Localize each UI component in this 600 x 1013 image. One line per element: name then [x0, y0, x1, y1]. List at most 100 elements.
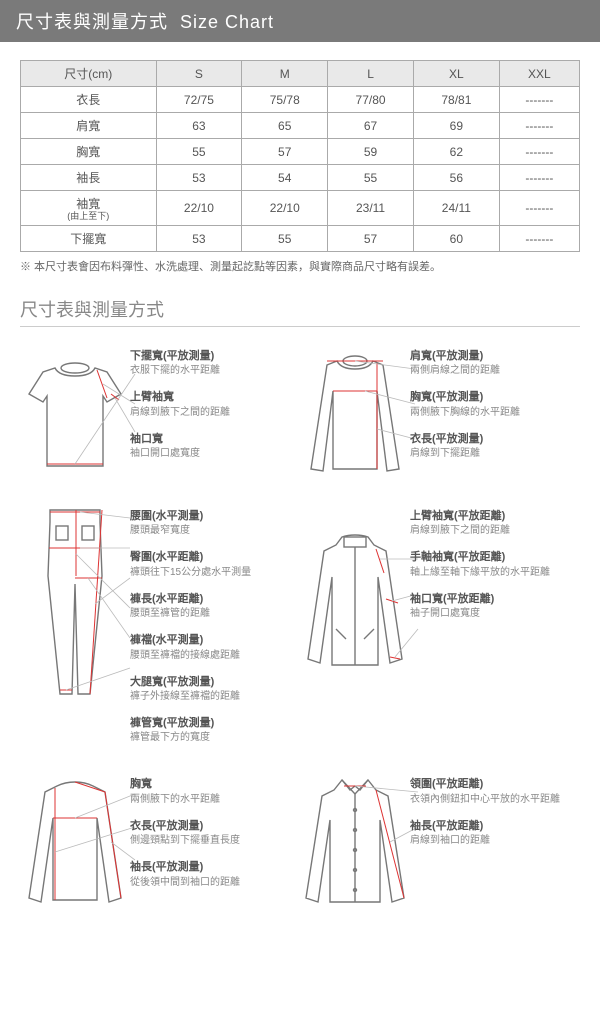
tshirt-diagram [20, 339, 130, 489]
table-cell: 77/80 [328, 87, 414, 113]
measure-label-title: 大腿寬(平放測量) [130, 675, 300, 690]
header-title-cn: 尺寸表與測量方式 [16, 12, 168, 32]
table-row: 衣長72/7575/7877/8078/81------- [21, 87, 580, 113]
measure-label-desc: 從後領中間到袖口的距離 [130, 876, 300, 890]
diagram-cell: 下擺寬(平放測量)衣服下擺的水平距離上臂袖寬肩線到腋下之間的距離袖口寬袖口開口處… [20, 339, 300, 489]
measure-label-title: 下擺寬(平放測量) [130, 349, 300, 364]
table-header: S [156, 61, 242, 87]
diagram-row: 腰圍(水平測量)腰頭最窄寬度臀圍(水平距離)褲頭往下15公分處水平測量褲長(水平… [20, 499, 580, 757]
measure-label-desc: 袖子開口處寬度 [410, 607, 580, 621]
measure-label-title: 衣長(平放測量) [130, 819, 300, 834]
measure-label-title: 上臂袖寬(平放距離) [410, 509, 580, 524]
table-cell: ------- [499, 139, 579, 165]
measure-label-desc: 肩線到下擺距離 [410, 447, 580, 461]
table-cell: 57 [328, 226, 414, 252]
measure-label-title: 袖長(平放距離) [410, 819, 580, 834]
measure-label: 衣長(平放測量)側邊頸點到下擺垂直長度 [130, 819, 300, 848]
measure-label: 袖長(平放測量)從後領中間到袖口的距離 [130, 860, 300, 889]
table-row: 肩寬63656769------- [21, 113, 580, 139]
diagram-cell: 胸寬兩側腋下的水平距離衣長(平放測量)側邊頸點到下擺垂直長度袖長(平放測量)從後… [20, 767, 300, 917]
measure-label: 袖口寬(平放距離)袖子開口處寬度 [410, 592, 580, 621]
table-cell: 78/81 [413, 87, 499, 113]
table-cell: 22/10 [242, 191, 328, 226]
measure-label-desc: 褲頭往下15公分處水平測量 [130, 566, 300, 580]
measure-label: 腰圍(水平測量)腰頭最窄寬度 [130, 509, 300, 538]
measure-label-desc: 側邊頸點到下擺垂直長度 [130, 834, 300, 848]
table-cell: 55 [328, 165, 414, 191]
diagram-cell: 腰圍(水平測量)腰頭最窄寬度臀圍(水平距離)褲頭往下15公分處水平測量褲長(水平… [20, 499, 300, 757]
measure-label-title: 肩寬(平放測量) [410, 349, 580, 364]
measure-label-title: 上臂袖寬 [130, 390, 300, 405]
measure-label: 臀圍(水平距離)褲頭往下15公分處水平測量 [130, 550, 300, 579]
diagram-row: 胸寬兩側腋下的水平距離衣長(平放測量)側邊頸點到下擺垂直長度袖長(平放測量)從後… [20, 767, 580, 917]
measure-label-title: 腰圍(水平測量) [130, 509, 300, 524]
diagram-cell: 領圍(平放距離)衣領內側鈕扣中心平放的水平距離袖長(平放距離)肩線到袖口的距離 [300, 767, 580, 917]
measure-label-desc: 腰頭至褲襠的接線處距離 [130, 649, 300, 663]
measure-label: 上臂袖寬(平放距離)肩線到腋下之間的距離 [410, 509, 580, 538]
row-label: 肩寬 [21, 113, 157, 139]
diagram-cell: 肩寬(平放測量)兩側肩線之間的距離胸寬(平放測量)兩側腋下胸線的水平距離衣長(平… [300, 339, 580, 489]
table-cell: 24/11 [413, 191, 499, 226]
table-cell: 23/11 [328, 191, 414, 226]
table-note: ※ 本尺寸表會因布料彈性、水洗處理、測量起訖點等因素，與實際商品尺寸略有誤差。 [20, 258, 580, 274]
measure-label-title: 衣長(平放測量) [410, 432, 580, 447]
measure-label-title: 褲襠(水平測量) [130, 633, 300, 648]
measure-label: 上臂袖寬肩線到腋下之間的距離 [130, 390, 300, 419]
measure-label-desc: 褲子外接線至褲襠的距離 [130, 690, 300, 704]
table-header: 尺寸(cm) [21, 61, 157, 87]
measure-label: 胸寬兩側腋下的水平距離 [130, 777, 300, 806]
back-diagram [20, 767, 130, 917]
table-cell: ------- [499, 226, 579, 252]
page-header: 尺寸表與測量方式 Size Chart [0, 0, 600, 42]
measure-label: 下擺寬(平放測量)衣服下擺的水平距離 [130, 349, 300, 378]
measure-label-desc: 袖口開口處寬度 [130, 447, 300, 461]
measure-label-desc: 兩側腋下的水平距離 [130, 793, 300, 807]
table-cell: 63 [156, 113, 242, 139]
table-header: XXL [499, 61, 579, 87]
table-cell: 65 [242, 113, 328, 139]
measure-label-title: 褲管寬(平放測量) [130, 716, 300, 731]
measure-label-desc: 褲管最下方的寬度 [130, 731, 300, 745]
measure-label: 褲長(水平距離)腰頭至褲管的距離 [130, 592, 300, 621]
table-cell: 54 [242, 165, 328, 191]
table-cell: 53 [156, 165, 242, 191]
table-cell: 55 [242, 226, 328, 252]
measure-label: 褲襠(水平測量)腰頭至褲襠的接線處距離 [130, 633, 300, 662]
measure-label-title: 手軸袖寬(平放距離) [410, 550, 580, 565]
shirt-diagram [300, 767, 410, 917]
table-cell: ------- [499, 87, 579, 113]
table-cell: 72/75 [156, 87, 242, 113]
row-label: 袖長 [21, 165, 157, 191]
measure-label: 肩寬(平放測量)兩側肩線之間的距離 [410, 349, 580, 378]
measure-label: 褲管寬(平放測量)褲管最下方的寬度 [130, 716, 300, 745]
table-cell: 55 [156, 139, 242, 165]
measure-label-title: 臀圍(水平距離) [130, 550, 300, 565]
measure-label-desc: 腰頭最窄寬度 [130, 524, 300, 538]
measure-label: 衣長(平放測量)肩線到下擺距離 [410, 432, 580, 461]
size-table: 尺寸(cm)SMLXLXXL 衣長72/7575/7877/8078/81---… [20, 60, 580, 252]
table-row: 胸寬55575962------- [21, 139, 580, 165]
table-header: L [328, 61, 414, 87]
table-cell: 53 [156, 226, 242, 252]
table-cell: 69 [413, 113, 499, 139]
row-label: 胸寬 [21, 139, 157, 165]
measure-label-desc: 肩線到袖口的距離 [410, 834, 580, 848]
table-cell: 75/78 [242, 87, 328, 113]
diagram-cell: 上臂袖寬(平放距離)肩線到腋下之間的距離手軸袖寬(平放距離)軸上緣至軸下緣平放的… [300, 499, 580, 757]
measure-label-desc: 肩線到腋下之間的距離 [410, 524, 580, 538]
measure-label-title: 胸寬 [130, 777, 300, 792]
table-row: 袖長53545556------- [21, 165, 580, 191]
table-cell: 62 [413, 139, 499, 165]
measure-label-desc: 軸上緣至軸下緣平放的水平距離 [410, 566, 580, 580]
measure-label-title: 胸寬(平放測量) [410, 390, 580, 405]
measure-label-title: 袖口寬(平放距離) [410, 592, 580, 607]
table-cell: ------- [499, 113, 579, 139]
jacket-diagram [300, 499, 410, 709]
table-header: XL [413, 61, 499, 87]
row-label: 衣長 [21, 87, 157, 113]
measure-label-title: 袖口寬 [130, 432, 300, 447]
measure-label-desc: 衣領內側鈕扣中心平放的水平距離 [410, 793, 580, 807]
diagram-row: 下擺寬(平放測量)衣服下擺的水平距離上臂袖寬肩線到腋下之間的距離袖口寬袖口開口處… [20, 339, 580, 489]
measure-label-desc: 兩側肩線之間的距離 [410, 364, 580, 378]
measure-label-desc: 肩線到腋下之間的距離 [130, 406, 300, 420]
